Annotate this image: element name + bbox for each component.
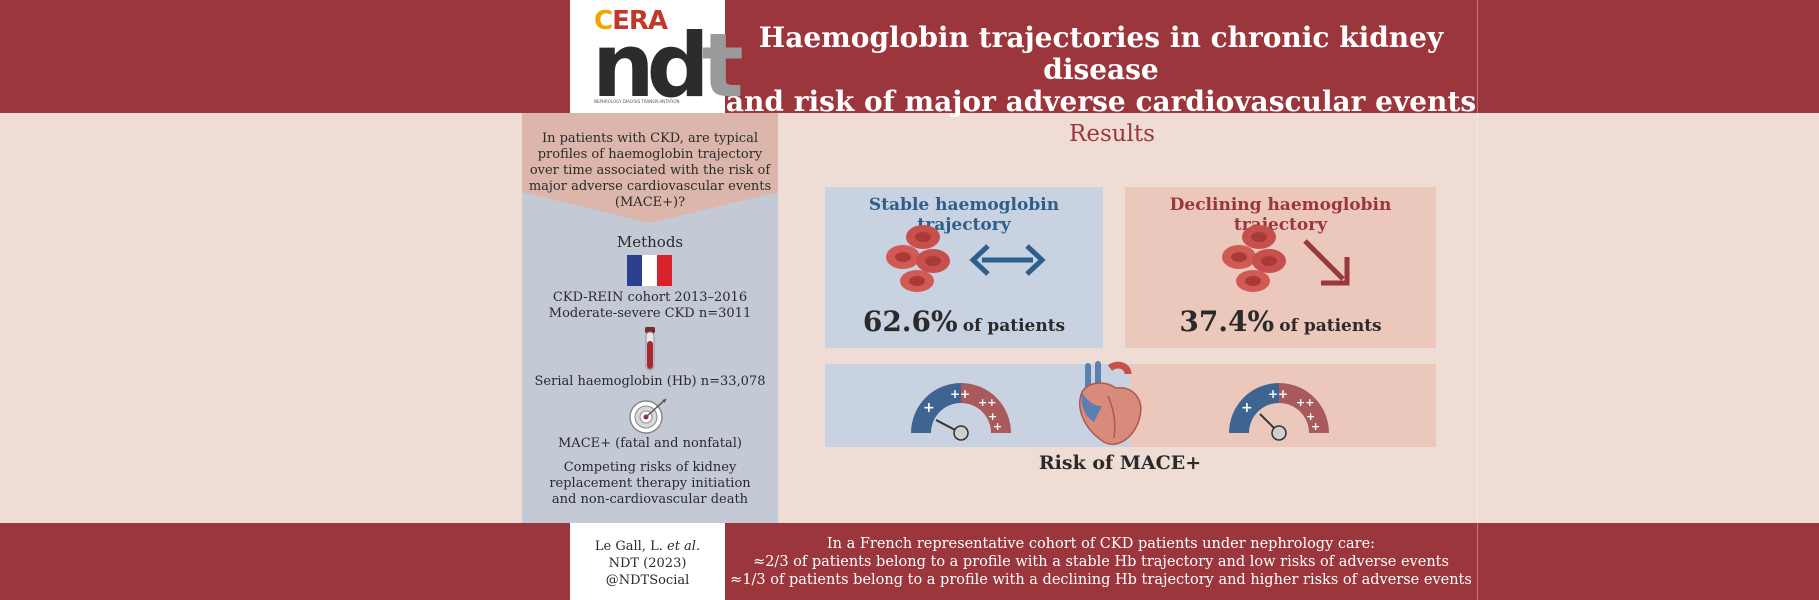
svg-text:+: + [1306,410,1315,423]
serial-hb-text: Serial haemoglobin (Hb) n=33,078 [534,374,766,389]
svg-text:++: ++ [950,387,970,401]
divider [1477,0,1478,600]
svg-text:+: + [993,420,1002,433]
citation-etal: et al. [667,539,701,554]
citation-author: Le Gall, L. [594,539,663,554]
competing-line-1: Competing risks of kidney [563,460,737,475]
stable-title: Stable haemoglobin trajectory [868,195,1060,235]
svg-text:+: + [923,400,935,416]
svg-text:+: + [1311,420,1320,433]
risk-label: Risk of MACE+ [1038,452,1202,474]
citation-line-1: Le Gall, L. et al. [570,538,725,555]
results-title: Results [1069,121,1155,147]
stable-trajectory-card: Stable haemoglobin trajectory 62.6% of p… [825,187,1103,348]
declining-percent: 37.4% [1179,305,1275,338]
svg-text:++: ++ [1268,387,1288,401]
competing-line-2: replacement therapy initiation [549,476,751,491]
methods-title: Methods [616,233,684,251]
citation-box: Le Gall, L. et al. NDT (2023) @NDTSocial [570,523,725,600]
stable-suffix: of patients [962,316,1066,336]
target-icon [629,398,667,434]
declining-suffix: of patients [1279,316,1382,336]
declining-percent-line: 37.4% of patients [1125,305,1436,338]
page-title: Haemoglobin trajectories in chronic kidn… [725,22,1477,118]
cohort-line-2: Moderate-severe CKD n=3011 [548,306,752,321]
svg-text:++: ++ [1296,396,1314,409]
down-arrow-icon [1303,239,1350,286]
competing-risks-text: Competing risks of kidney replacement th… [522,460,778,508]
svg-text:+: + [988,410,997,423]
cohort-line-1: CKD-REIN cohort 2013–2016 [552,290,748,305]
conclusion-line-3: ≈1/3 of patients belong to a profile wit… [730,572,1472,588]
mace-text: MACE+ (fatal and nonfatal) [558,436,742,451]
logo-era-text: CERA [594,6,668,36]
citation-line-3[interactable]: @NDTSocial [605,573,690,588]
heart-icon [1079,361,1142,445]
france-flag-icon [627,255,672,286]
blood-tube-icon [645,327,655,371]
citation-line-2: NDT (2023) [608,556,687,571]
journal-logo: ndt CERA NEPHROLOGY DIALYSIS TRANSPLANTA… [570,0,744,113]
declining-trajectory-card: Declining haemoglobin trajectory 37.4% o… [1125,187,1436,348]
title-line-2: and risk of major adverse cardiovascular… [725,85,1477,118]
conclusion-text: In a French representative cohort of CKD… [725,535,1477,589]
svg-text:++: ++ [978,396,996,409]
header-band [0,0,1819,113]
cohort-text: CKD-REIN cohort 2013–2016 Moderate-sever… [522,290,778,322]
conclusion-line-2: ≈2/3 of patients belong to a profile wit… [753,554,1449,570]
stable-percent-line: 62.6% of patients [825,305,1103,338]
risk-gauge-icon: + ++ ++ + + [1229,383,1329,441]
risk-gauge-icon: + ++ ++ + + [911,383,1011,441]
footer-band [0,523,1819,600]
svg-text:+: + [1241,400,1253,416]
red-blood-cells-icon [1222,225,1286,292]
left-panel: In patients with CKD, are typical profil… [522,113,778,523]
bidirectional-arrow-icon [969,244,1046,276]
title-line-1: Haemoglobin trajectories in chronic kidn… [758,21,1444,86]
question-text: In patients with CKD, are typical profil… [528,131,772,210]
red-blood-cells-icon [886,225,950,292]
conclusion-line-1: In a French representative cohort of CKD… [826,536,1376,552]
logo-tagline: NEPHROLOGY DIALYSIS TRANSPLANTATION [594,99,680,104]
stable-percent: 62.6% [862,305,958,338]
competing-line-3: and non-cardiovascular death [551,492,749,507]
citation-text: Le Gall, L. et al. NDT (2023) @NDTSocial [570,538,725,589]
